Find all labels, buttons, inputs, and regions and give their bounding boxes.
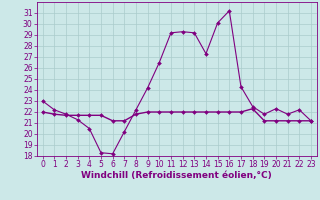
X-axis label: Windchill (Refroidissement éolien,°C): Windchill (Refroidissement éolien,°C) [81, 171, 272, 180]
